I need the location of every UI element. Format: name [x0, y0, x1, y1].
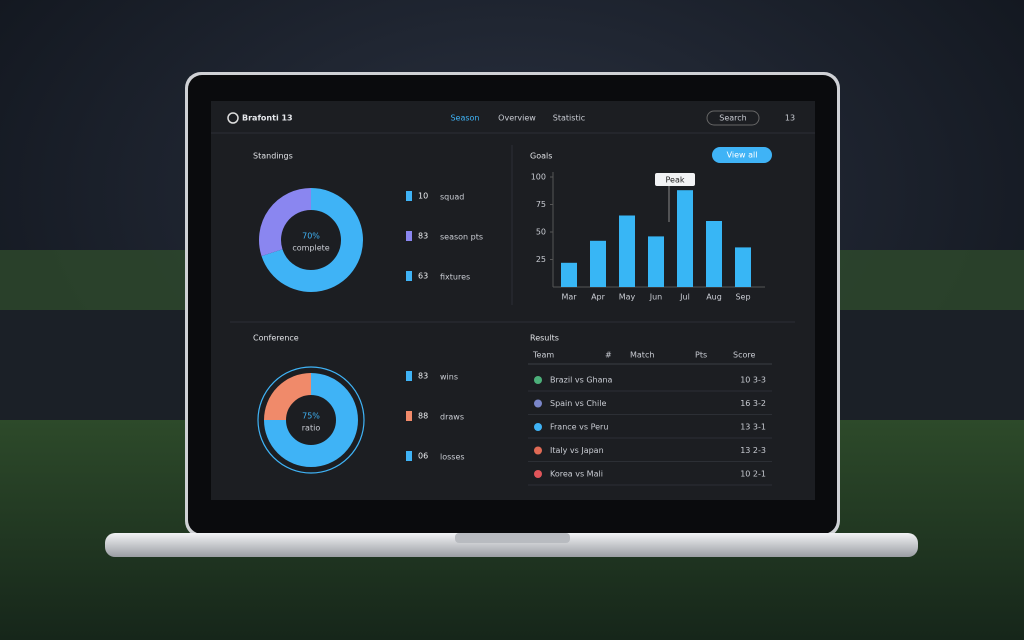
stat-icon: [406, 271, 412, 281]
donut-segment: [261, 188, 363, 292]
team-icon: [534, 423, 542, 431]
y-tick-label: 75: [536, 200, 546, 209]
team-cell: Spain vs Chile: [550, 399, 606, 408]
bar: [590, 240, 606, 287]
nav-item[interactable]: Statistic: [553, 114, 585, 123]
bar: [648, 236, 664, 287]
stat-value: 83: [418, 372, 428, 381]
search: Search: [719, 114, 746, 123]
stat-icon: [406, 371, 412, 381]
x-tick-label: Apr: [591, 293, 606, 302]
stat-value: 63: [418, 272, 428, 281]
tooltip-label: Peak: [666, 176, 685, 185]
y-tick-label: 50: [536, 228, 546, 237]
team-cell: Brazil vs Ghana: [550, 376, 613, 385]
panel-title: Goals: [530, 152, 552, 161]
stat-label: draws: [440, 413, 464, 422]
column-header: #: [605, 351, 612, 360]
score-cell: 13 3-1: [740, 423, 766, 432]
screen: [211, 101, 815, 500]
bar: [619, 215, 635, 287]
column-header: Match: [630, 351, 654, 360]
bar: [735, 247, 751, 287]
y-tick-label: 25: [536, 255, 546, 264]
stat-label: losses: [440, 453, 465, 462]
laptop-base: [105, 533, 918, 557]
button-label[interactable]: View all: [727, 151, 758, 160]
donut-segment: [264, 373, 358, 467]
stat-label: squad: [440, 193, 464, 202]
donut-sub: ratio: [302, 424, 321, 433]
stat-icon: [406, 411, 412, 421]
score-cell: 10 2-1: [740, 470, 766, 479]
score-cell: 16 3-2: [740, 399, 766, 408]
donut-segment: [264, 373, 312, 421]
team-cell: Korea vs Mali: [550, 470, 603, 479]
stat-value: 06: [418, 452, 428, 461]
logo: Brafonti 13: [242, 114, 293, 123]
stat-value: 10: [418, 192, 428, 201]
notch: [455, 533, 570, 543]
stat-icon: [406, 191, 412, 201]
stat-label: wins: [440, 373, 458, 382]
team-icon: [534, 399, 542, 408]
x-tick-label: May: [619, 293, 636, 302]
nav-item[interactable]: Season: [450, 114, 479, 123]
donut-center: 75%: [302, 412, 320, 421]
score-cell: 13 2-3: [740, 446, 766, 455]
button[interactable]: [712, 147, 772, 163]
badge: 13: [785, 114, 795, 123]
column-header: Pts: [695, 351, 707, 360]
donut-center: 70%: [302, 232, 320, 241]
team-cell: France vs Peru: [550, 423, 608, 432]
team-icon: [534, 446, 542, 455]
y-tick-label: 100: [531, 173, 546, 182]
team-cell: Italy vs Japan: [550, 446, 604, 455]
tooltip: [655, 173, 695, 186]
dashboard: Brafonti 13 Season Overview Statistic Search…: [242, 114, 795, 486]
team-icon: [534, 376, 542, 384]
x-tick-label: Jun: [649, 293, 663, 302]
team-icon: [534, 470, 542, 478]
bar: [706, 221, 722, 287]
x-tick-label: Mar: [561, 293, 577, 302]
bar: [677, 190, 693, 287]
outer-ring: [257, 366, 365, 474]
column-header: Score: [733, 351, 755, 360]
x-tick-label: Jul: [679, 293, 690, 302]
logo-icon: [227, 112, 239, 124]
panel-title: Conference: [253, 334, 299, 343]
bar: [561, 262, 577, 287]
score-cell: 10 3-3: [740, 376, 766, 385]
donut-sub: complete: [292, 244, 329, 253]
panel-title: Standings: [253, 152, 293, 161]
stat-label: season pts: [440, 233, 483, 242]
stat-value: 83: [418, 232, 428, 241]
search-box[interactable]: [706, 110, 760, 126]
x-tick-label: Aug: [706, 293, 722, 302]
nav-item[interactable]: Overview: [498, 114, 536, 123]
stat-label: fixtures: [440, 273, 470, 282]
donut-segment: [259, 188, 312, 257]
stat-icon: [406, 231, 412, 241]
column-header: Team: [532, 351, 554, 360]
stat-icon: [406, 451, 412, 461]
stat-value: 88: [418, 412, 428, 421]
table-title: Results: [530, 334, 559, 343]
x-tick-label: Sep: [735, 293, 750, 302]
